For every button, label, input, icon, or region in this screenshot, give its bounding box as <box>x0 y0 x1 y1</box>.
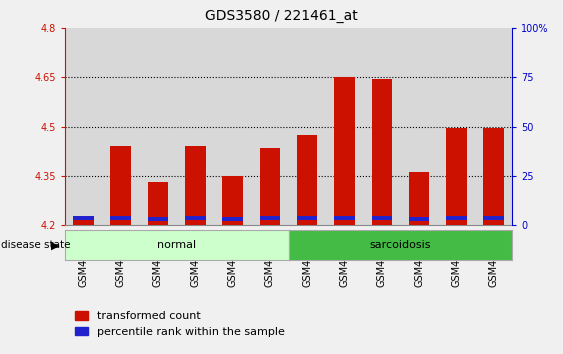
Bar <box>222 217 243 221</box>
Bar <box>251 28 288 225</box>
Text: GDS3580 / 221461_at: GDS3580 / 221461_at <box>205 9 358 23</box>
Bar <box>484 128 504 225</box>
Bar <box>484 216 504 220</box>
Bar <box>177 28 214 225</box>
Bar <box>140 28 177 225</box>
Bar <box>297 216 318 220</box>
Bar <box>363 28 400 225</box>
Legend: transformed count, percentile rank within the sample: transformed count, percentile rank withi… <box>70 307 289 341</box>
Bar <box>372 79 392 225</box>
Bar <box>326 28 363 225</box>
Bar <box>185 146 205 225</box>
Bar <box>260 148 280 225</box>
Bar <box>185 216 205 220</box>
Bar <box>73 216 93 220</box>
Bar <box>214 28 251 225</box>
Bar <box>438 28 475 225</box>
Bar <box>372 216 392 220</box>
Bar <box>102 28 139 225</box>
Bar <box>73 217 93 225</box>
Bar <box>289 28 326 225</box>
Bar <box>409 217 430 221</box>
Text: sarcoidosis: sarcoidosis <box>370 240 431 250</box>
Bar <box>400 28 438 225</box>
Bar <box>446 128 467 225</box>
Bar <box>334 216 355 220</box>
Text: ▶: ▶ <box>51 240 59 250</box>
Text: normal: normal <box>157 240 196 250</box>
Bar <box>148 217 168 221</box>
Bar <box>409 172 430 225</box>
Bar <box>446 216 467 220</box>
Bar <box>334 78 355 225</box>
Bar <box>110 216 131 220</box>
Bar <box>65 28 102 225</box>
Bar <box>297 135 318 225</box>
Bar <box>148 182 168 225</box>
Bar <box>110 146 131 225</box>
Bar <box>260 216 280 220</box>
Text: disease state: disease state <box>1 240 70 250</box>
Bar <box>475 28 512 225</box>
Bar <box>222 176 243 225</box>
